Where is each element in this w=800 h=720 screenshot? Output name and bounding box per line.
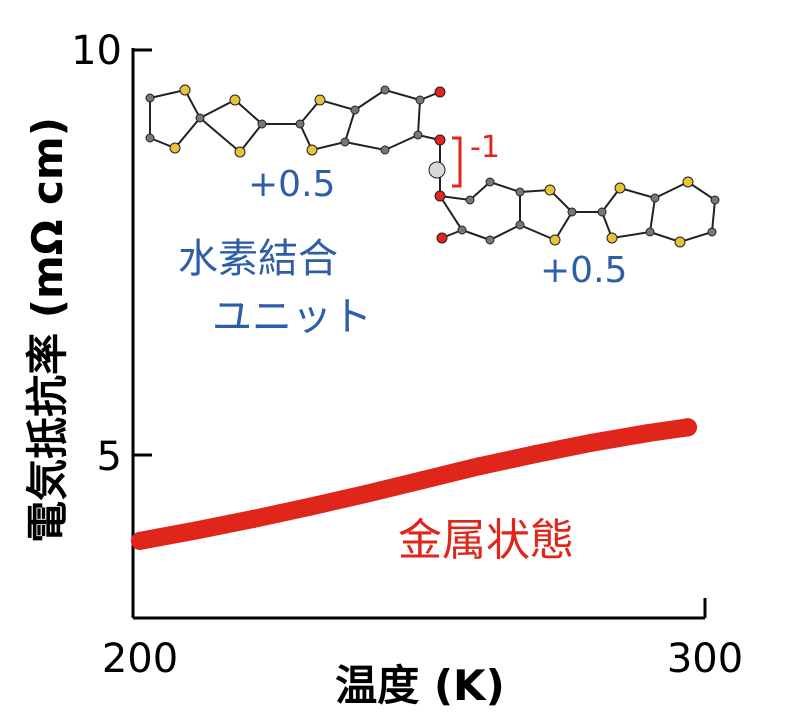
- unit-label-line1: 水素結合: [178, 236, 338, 282]
- axes: [131, 48, 707, 620]
- molecule-structure-image: [145, 84, 720, 248]
- data-point: [679, 418, 697, 437]
- x-axis-title: 温度 (K): [335, 661, 505, 710]
- y-tick-label-5: 5: [97, 434, 122, 480]
- y-axis-title: 電気抵抗率 (mΩ cm): [23, 117, 72, 543]
- data-point: [300, 497, 319, 516]
- data-point: [583, 433, 601, 452]
- y-tick-label-10: 10: [71, 28, 122, 74]
- series-layer: [131, 418, 697, 550]
- charge-label-bond: -1: [470, 130, 500, 165]
- data-point: [357, 484, 375, 503]
- x-tick-label-200: 200: [102, 636, 178, 682]
- data-point: [244, 510, 262, 528]
- data-point: [470, 457, 488, 476]
- x-tick-label-300: 300: [667, 636, 743, 682]
- charge-label-right: +0.5: [540, 250, 627, 291]
- data-point: [639, 424, 658, 442]
- data-point: [413, 471, 432, 490]
- data-point: [187, 521, 206, 540]
- charge-label-left: +0.5: [248, 164, 335, 205]
- unit-label-line2: ユニット: [212, 294, 372, 340]
- series-label: 金属状態: [398, 515, 574, 566]
- data-point: [131, 531, 149, 550]
- data-point: [526, 445, 545, 464]
